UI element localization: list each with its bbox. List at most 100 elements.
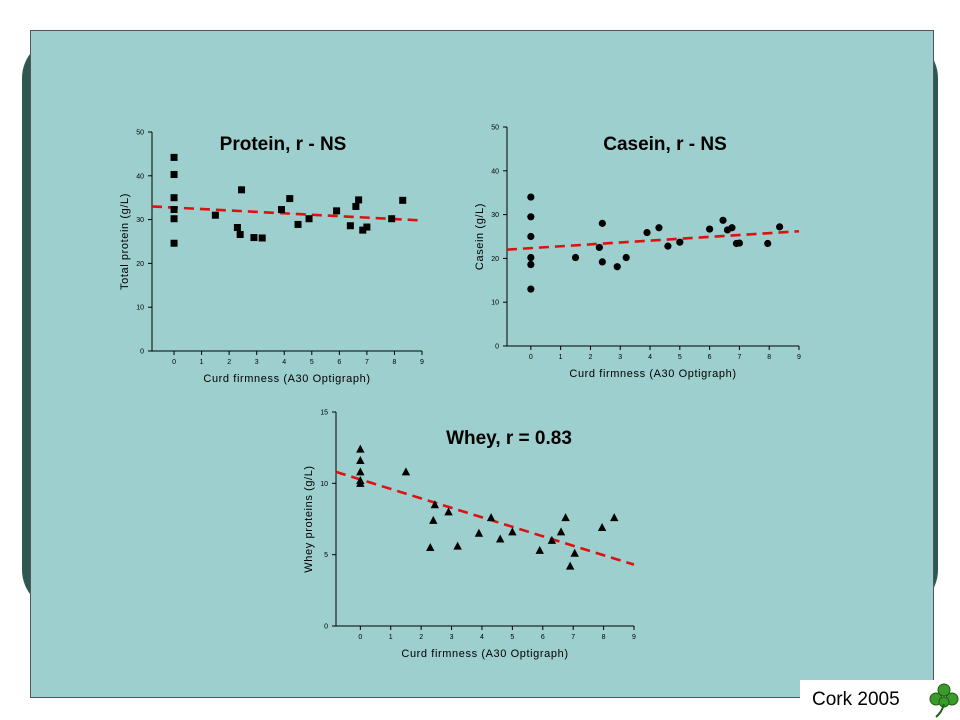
chart-0-data-point [286, 195, 294, 203]
chart-2-x-tick-label: 3 [450, 634, 454, 641]
chart-2-data-point [597, 523, 607, 532]
chart-2-data-point [401, 467, 411, 476]
chart-1-y-axis-label: Casein (g/L) [474, 203, 486, 270]
chart-0-x-axis-label: Curd firmness (A30 Optigraph) [203, 373, 370, 385]
chart-2-y-tick-label: 10 [320, 481, 328, 488]
chart-0-data-point [250, 234, 258, 242]
chart-0-data-point [333, 207, 341, 215]
chart-1-data-point [706, 225, 714, 233]
chart-2-title: Whey, r = 0.83 [446, 428, 572, 449]
chart-2-data-point [356, 456, 365, 465]
chart-1-y-tick-label: 40 [491, 168, 499, 175]
chart-1-data-point [664, 242, 672, 250]
chart-2-x-tick-label: 4 [480, 634, 484, 641]
chart-1-x-tick-label: 6 [708, 354, 712, 361]
chart-0-y-tick-label: 40 [136, 173, 144, 180]
chart-1-data-point [595, 243, 603, 252]
chart-1-data-point [676, 238, 684, 246]
chart-2-data-point [508, 527, 517, 536]
casein-chart: 0 10 20 30 40 50 0 1 2 3 4 5 6 7 8 9 Curd firmness (A30 … [474, 125, 801, 381]
chart-0-data-point [170, 170, 178, 178]
chart-1-data-point [719, 216, 727, 224]
chart-0-data-point [346, 222, 354, 230]
chart-0-y-tick-label: 20 [136, 261, 144, 268]
chart-0-data-point [305, 215, 313, 223]
whey-chart: 0 5 10 15 0 1 2 3 4 5 6 7 8 9 Curd firmness (A30 Optig… [303, 410, 636, 661]
chart-1-x-tick-label: 9 [797, 354, 801, 361]
chart-1-data-point [527, 253, 535, 262]
chart-1-data-point [643, 228, 651, 237]
chart-2-x-tick-label: 1 [389, 634, 393, 641]
chart-1-x-tick-label: 2 [588, 354, 592, 361]
chart-1-x-tick-label: 4 [648, 354, 652, 361]
chart-0-data-point [388, 215, 396, 223]
chart-0-data-point [352, 202, 360, 210]
chart-0-data-point [211, 211, 219, 219]
chart-0-data-point [170, 239, 178, 247]
chart-1-data-point [527, 260, 535, 269]
chart-2-x-tick-label: 5 [510, 634, 514, 641]
chart-2-data-point [356, 478, 365, 487]
chart-2-x-tick-label: 7 [571, 634, 575, 641]
chart-0-x-tick-label: 8 [392, 359, 396, 366]
chart-0-y-tick-label: 50 [136, 130, 144, 137]
chart-2-data-point [430, 500, 440, 509]
shamrock-icon [929, 683, 959, 718]
chart-2-data-point [429, 515, 438, 524]
chart-1-data-point [776, 223, 784, 231]
chart-2-x-tick-label: 9 [632, 634, 636, 641]
chart-1-data-point [598, 258, 606, 266]
chart-1-x-tick-label: 5 [678, 354, 682, 361]
chart-2-data-point [570, 548, 579, 557]
chart-2-x-tick-label: 2 [419, 634, 423, 641]
chart-1-title: Casein, r - NS [603, 134, 727, 155]
chart-0-data-point [277, 206, 285, 214]
chart-2-data-point [496, 534, 505, 543]
chart-2-data-point [444, 507, 453, 516]
chart-0-data-point [170, 215, 178, 223]
chart-2-data-point [547, 535, 557, 544]
chart-1-x-axis-label: Curd firmness (A30 Optigraph) [569, 368, 736, 380]
chart-0-x-tick-label: 7 [365, 359, 369, 366]
chart-1-y-tick-label: 20 [491, 256, 499, 263]
chart-2-data-point [535, 545, 544, 554]
chart-2-data-point [556, 527, 566, 536]
chart-0-x-tick-label: 1 [200, 359, 204, 366]
chart-0-data-point [355, 196, 363, 204]
chart-1-x-tick-label: 8 [767, 354, 771, 361]
chart-0-data-point [399, 196, 407, 204]
chart-0-x-tick-label: 0 [172, 359, 176, 366]
chart-0-y-tick-label: 0 [140, 349, 144, 356]
chart-2-y-tick-label: 0 [324, 624, 328, 631]
chart-0-x-tick-label: 2 [227, 359, 231, 366]
chart-0-x-tick-label: 4 [282, 359, 286, 366]
chart-2-data-point [356, 444, 365, 453]
chart-2-x-tick-label: 8 [602, 634, 606, 641]
chart-0-data-point [236, 230, 244, 238]
chart-0-data-point [359, 226, 367, 234]
chart-1-data-point [527, 232, 535, 241]
chart-0-y-tick-label: 10 [136, 305, 144, 312]
chart-1-x-tick-label: 0 [529, 354, 533, 361]
chart-2-data-point [486, 513, 496, 522]
chart-1-x-tick-label: 7 [737, 354, 741, 361]
chart-0-data-point [170, 194, 178, 202]
chart-2-data-point [561, 513, 570, 522]
chart-2-data-point [565, 561, 575, 570]
chart-1-data-point [527, 193, 535, 201]
chart-1-x-tick-label: 3 [618, 354, 622, 361]
chart-0-data-point [170, 206, 178, 214]
chart-1-trend-line [506, 229, 800, 251]
chart-2-x-axis-label: Curd firmness (A30 Optigraph) [401, 648, 568, 660]
chart-0-data-point [258, 234, 266, 242]
chart-2-data-point [356, 467, 365, 476]
chart-2-x-tick-label: 0 [358, 634, 362, 641]
chart-1-data-point [527, 285, 535, 293]
chart-2-data-point [474, 528, 484, 537]
chart-1-y-tick-label: 0 [495, 344, 499, 351]
chart-2-trend-line [335, 470, 635, 566]
chart-2-x-tick-label: 6 [541, 634, 545, 641]
chart-2-data-point [610, 513, 619, 522]
chart-2-data-point [426, 543, 435, 552]
protein-chart: 0 10 20 30 40 50 0 1 2 3 4 5 6 7 8 9 Curd firmness (A30 … [119, 130, 424, 386]
